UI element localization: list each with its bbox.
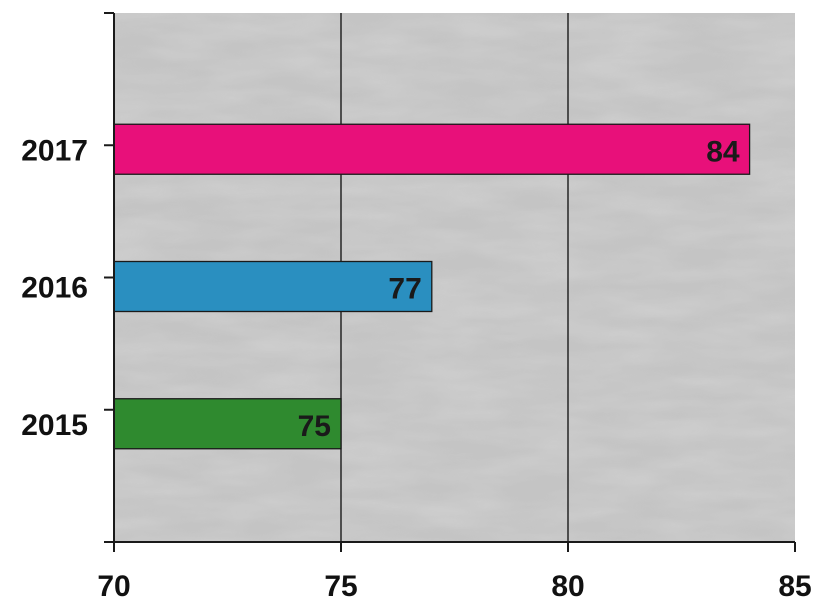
- category-label-2017: 2017: [21, 134, 88, 167]
- data-label-2015: 75: [298, 410, 331, 443]
- x-tick-label-70: 70: [97, 570, 130, 603]
- bar-2016: [113, 260, 433, 313]
- bar-2017: [113, 123, 751, 175]
- x-tick-label-80: 80: [551, 570, 584, 603]
- x-tick-label-75: 75: [324, 570, 357, 603]
- bar-2015: [113, 398, 342, 450]
- data-label-2017: 84: [706, 135, 740, 168]
- category-label-2016: 2016: [21, 272, 88, 305]
- axes: [104, 12, 796, 552]
- data-label-2016: 77: [388, 273, 421, 306]
- tick-labels: 2017 2016 2015 70 75 80 85: [21, 134, 811, 603]
- data-labels: 84 77 75: [298, 135, 740, 443]
- x-tick-label-85: 85: [778, 570, 811, 603]
- category-label-2015: 2015: [21, 409, 88, 442]
